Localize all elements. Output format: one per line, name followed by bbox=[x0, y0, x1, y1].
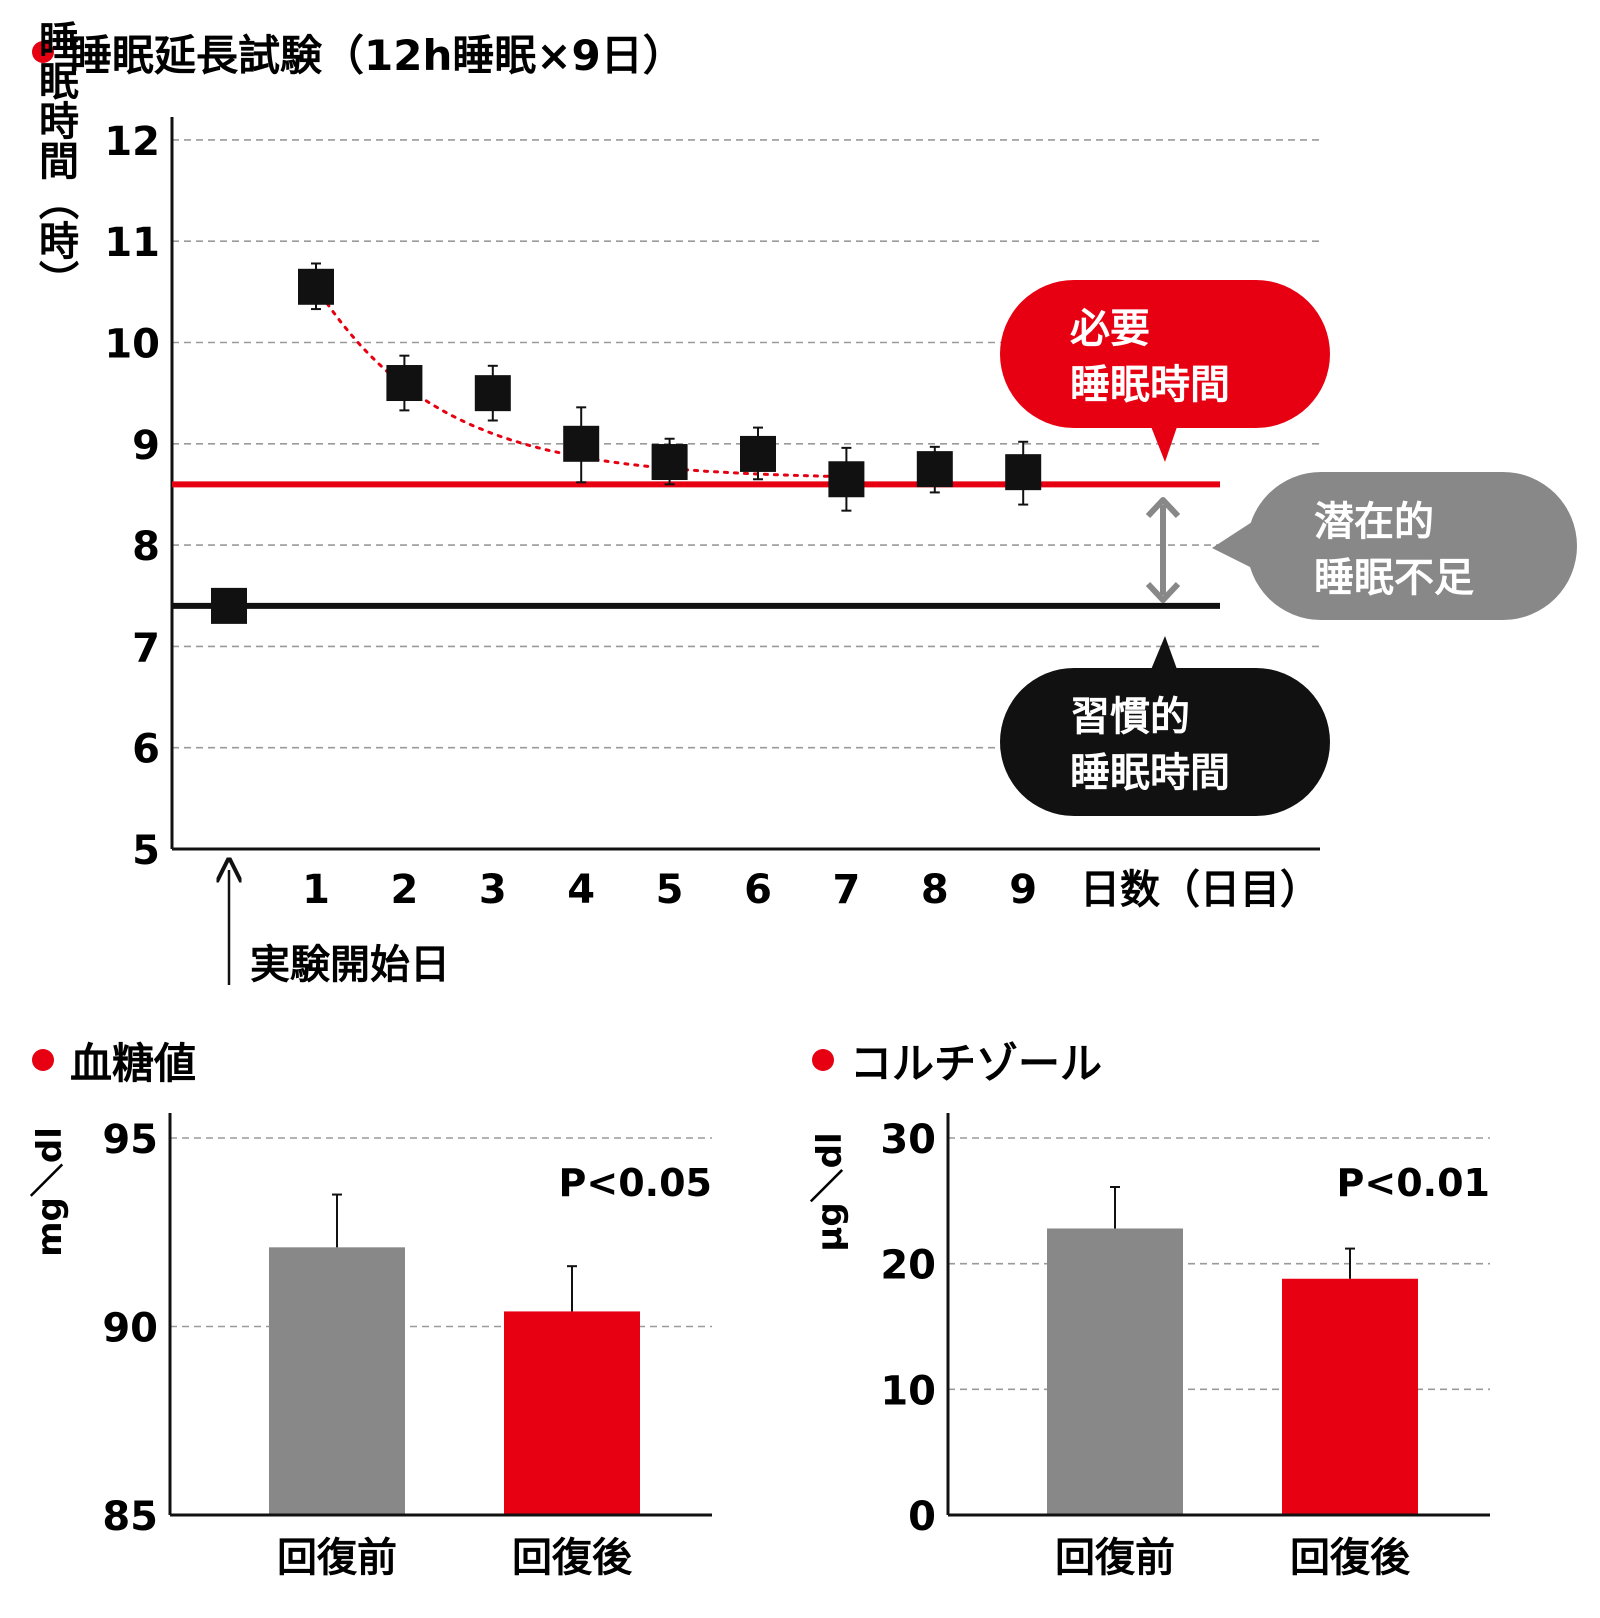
data-point-day-5 bbox=[651, 437, 688, 486]
y-tick-label: 30 bbox=[880, 1117, 936, 1163]
x-tick-label: 3 bbox=[479, 867, 507, 913]
data-point-day-2 bbox=[386, 354, 423, 412]
x-tick-label: 5 bbox=[656, 867, 684, 913]
y-tick-label: 20 bbox=[880, 1243, 936, 1289]
data-marker bbox=[916, 451, 953, 488]
data-point-day-3 bbox=[474, 364, 511, 422]
y-tick-label: 85 bbox=[102, 1494, 158, 1540]
sleep-chart-x-label: 日数（日目） bbox=[1080, 867, 1320, 913]
y-tick-label: 8 bbox=[132, 524, 160, 570]
x-tick-label: 2 bbox=[390, 867, 418, 913]
category-label: 回復後 bbox=[1290, 1535, 1411, 1581]
cortisol-chart-title: コルチゾール bbox=[850, 1039, 1102, 1088]
category-label: 回復前 bbox=[1055, 1535, 1175, 1581]
y-tick-label: 95 bbox=[102, 1117, 158, 1163]
data-point-day-7 bbox=[828, 446, 865, 512]
data-marker bbox=[563, 425, 600, 462]
data-point-day-9 bbox=[1005, 440, 1042, 506]
latent-bubble-line1: 潜在的 bbox=[1314, 499, 1434, 545]
y-tick-label: 7 bbox=[132, 625, 160, 671]
start-day-marker bbox=[211, 587, 247, 624]
y-tick-label: 0 bbox=[908, 1494, 936, 1540]
category-label: 回復前 bbox=[277, 1535, 397, 1581]
x-tick-label: 6 bbox=[744, 867, 772, 913]
y-tick-label: 10 bbox=[880, 1368, 936, 1414]
glucose-plot: 85 90 95 回復前 回復後 bbox=[102, 1113, 712, 1581]
sleep-chart-y-ticks: 5 6 7 8 9 10 11 12 bbox=[104, 119, 160, 874]
y-tick-label: 6 bbox=[132, 727, 160, 773]
latent-bubble-line2: 睡眠不足 bbox=[1314, 555, 1474, 601]
data-marker bbox=[1005, 454, 1042, 491]
data-point-day-4 bbox=[563, 406, 600, 484]
data-point-day-6 bbox=[740, 426, 776, 481]
x-tick-label: 9 bbox=[1009, 867, 1037, 913]
bar-after bbox=[1282, 1278, 1418, 1515]
y-tick-label: 5 bbox=[132, 828, 160, 874]
data-marker bbox=[828, 461, 865, 498]
cortisol-plot: 0 10 20 30 回復前 回復後 bbox=[880, 1113, 1490, 1581]
data-point-day-8 bbox=[916, 445, 953, 494]
sleep-data-points bbox=[211, 262, 1042, 624]
y-tick-label: 9 bbox=[132, 423, 160, 469]
habitual-bubble-line1: 習慣的 bbox=[1070, 694, 1190, 740]
latent-gap-double-arrow-icon bbox=[1145, 497, 1181, 603]
sleep-chart-y-label: 睡眠時間（時） bbox=[32, 20, 79, 300]
data-point-day-1 bbox=[298, 262, 334, 311]
cortisol-p-value: P<0.01 bbox=[1337, 1161, 1490, 1205]
glucose-y-unit: mg／dl bbox=[30, 1127, 70, 1257]
bar-before bbox=[1047, 1228, 1183, 1515]
required-bubble-line1: 必要 bbox=[1070, 306, 1150, 352]
start-day-label: 実験開始日 bbox=[250, 942, 450, 988]
data-marker bbox=[740, 435, 776, 472]
y-tick-label: 90 bbox=[102, 1306, 158, 1352]
x-tick-label: 4 bbox=[567, 867, 595, 913]
required-bubble-line2: 睡眠時間 bbox=[1070, 362, 1230, 408]
category-label: 回復後 bbox=[512, 1535, 633, 1581]
glucose-chart-title: 血糖値 bbox=[70, 1039, 196, 1088]
cortisol-y-unit: μg／dl bbox=[810, 1132, 850, 1251]
blood-glucose-chart: 血糖値 85 90 95 回復前 回復後 P<0.05 mg／dl bbox=[30, 1039, 712, 1581]
glucose-p-value: P<0.05 bbox=[559, 1161, 712, 1205]
latent-sleep-deficit-bubble: 潜在的 睡眠不足 bbox=[1212, 472, 1577, 620]
sleep-chart-title: 睡眠延長試験（12h睡眠×9日） bbox=[70, 31, 685, 80]
data-marker bbox=[386, 365, 423, 402]
x-tick-label: 1 bbox=[302, 867, 330, 913]
x-tick-label: 8 bbox=[921, 867, 949, 913]
red-dot-bullet-icon bbox=[32, 41, 54, 63]
data-marker bbox=[298, 268, 334, 305]
cortisol-chart: コルチゾール 0 10 20 30 回復前 回復後 P<0.01 μg／dl bbox=[810, 1039, 1490, 1581]
y-tick-label: 10 bbox=[104, 322, 160, 368]
sleep-chart-x-ticks: 1 2 3 4 5 6 7 8 9 bbox=[302, 867, 1037, 913]
data-marker bbox=[651, 444, 688, 481]
bar-after bbox=[504, 1311, 640, 1515]
red-dot-bullet-icon bbox=[32, 1049, 54, 1071]
data-marker bbox=[474, 375, 511, 412]
red-dot-bullet-icon bbox=[812, 1049, 834, 1071]
habitual-sleep-bubble: 習慣的 睡眠時間 bbox=[1000, 636, 1330, 816]
y-tick-label: 12 bbox=[104, 119, 160, 165]
x-tick-label: 7 bbox=[832, 867, 860, 913]
required-sleep-bubble: 必要 睡眠時間 bbox=[1000, 280, 1330, 462]
habitual-bubble-line2: 睡眠時間 bbox=[1070, 750, 1230, 796]
bar-before bbox=[269, 1247, 405, 1515]
y-tick-label: 11 bbox=[104, 220, 160, 266]
